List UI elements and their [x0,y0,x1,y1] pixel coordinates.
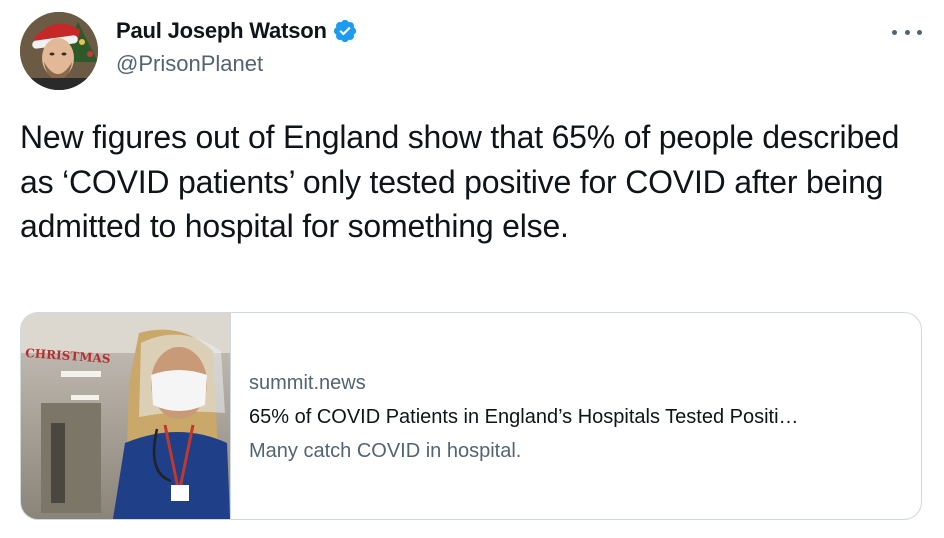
avatar[interactable] [20,12,98,90]
author-block[interactable]: Paul Joseph Watson @PrisonPlanet [116,16,358,77]
verified-badge-icon [332,18,358,44]
more-options-icon[interactable] [892,22,922,42]
more-dot [917,29,922,35]
christmas-banner: CHRISTMAS [25,346,111,366]
svg-text:CHRISTMAS: CHRISTMAS [25,346,111,366]
card-domain: summit.news [249,372,366,394]
card-thumbnail[interactable]: CHRISTMAS [21,313,231,519]
card-title[interactable]: 65% of COVID Patients in England’s Hospi… [249,406,799,428]
display-name[interactable]: Paul Joseph Watson [116,18,327,43]
more-dot [904,29,910,35]
handle[interactable]: @PrisonPlanet [116,51,264,76]
tweet-text: New figures out of England show that 65%… [20,119,900,244]
name-row: Paul Joseph Watson [116,16,358,46]
link-card[interactable]: CHRISTMAS summit.news 65% o [20,312,922,520]
card-body[interactable]: summit.news 65% of COVID Patients in Eng… [249,369,909,465]
more-dot [892,29,897,35]
card-description: Many catch COVID in hospital. [249,440,522,462]
